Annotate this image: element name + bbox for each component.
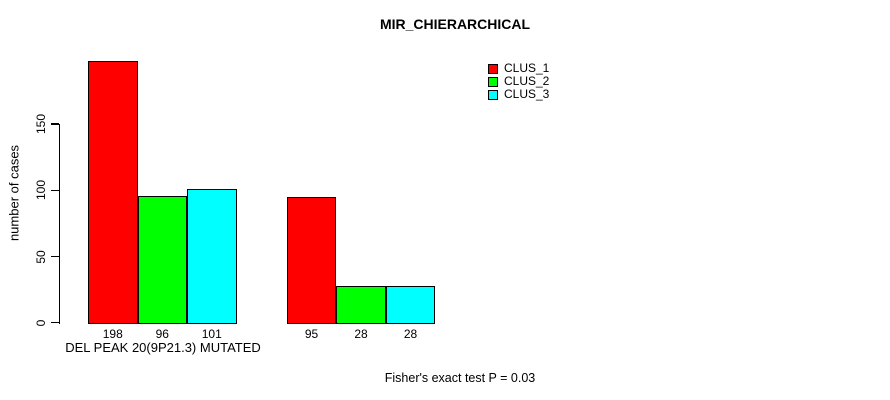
bar-value-label: 28 — [403, 327, 418, 341]
y-axis-tick — [50, 321, 59, 324]
bar-value-label: 95 — [304, 327, 319, 341]
x-axis-label: DEL PEAK 20(9P21.3) MUTATED — [65, 340, 261, 355]
chart-title: MIR_CHIERARCHICAL — [379, 16, 531, 32]
legend-item: CLUS_2 — [488, 75, 549, 88]
y-axis-tick-label: 100 — [34, 180, 48, 201]
bar-value-label: 96 — [155, 327, 169, 341]
legend-item-label: CLUS_3 — [504, 87, 550, 101]
y-axis-tick — [50, 123, 59, 125]
bar-clus_1-group2 — [286, 196, 337, 325]
legend-color-swatch — [488, 63, 498, 74]
legend-color-swatch — [488, 89, 498, 100]
legend-item: CLUS_1 — [488, 62, 549, 75]
bar-value-label: 101 — [201, 327, 222, 341]
bar-clus_3-group1 — [187, 189, 237, 325]
bar-clus_2-group2 — [336, 285, 386, 325]
legend-item: CLUS_3 — [488, 88, 549, 101]
bar-clus_1-group1 — [88, 60, 138, 325]
bar-value-label: 198 — [102, 327, 123, 341]
legend: CLUS_1 CLUS_2 CLUS_3 — [488, 62, 549, 101]
legend-item-label: CLUS_1 — [504, 61, 550, 75]
y-axis-tick-label: 150 — [34, 114, 48, 135]
y-axis-label: number of cases — [6, 144, 22, 242]
y-axis-line — [58, 124, 60, 325]
y-axis-tick-label: 0 — [34, 319, 48, 327]
y-axis-tick — [50, 255, 59, 258]
bar-value-label: 28 — [354, 327, 368, 341]
y-axis-tick — [50, 189, 59, 192]
annotation-text: Fisher's exact test P = 0.03 — [384, 371, 536, 385]
legend-color-swatch — [488, 76, 498, 87]
bar-clus_3-group2 — [385, 285, 436, 325]
y-axis-tick-label: 50 — [34, 249, 48, 264]
legend-item-label: CLUS_2 — [504, 74, 550, 88]
bar-clus_2-group1 — [137, 195, 187, 325]
